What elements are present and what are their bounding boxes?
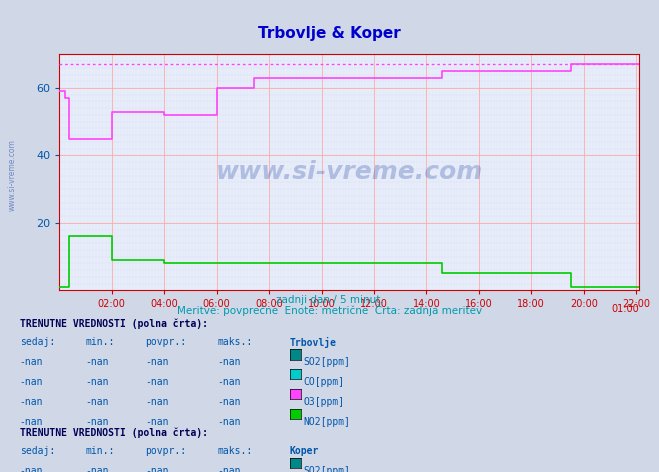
Text: -nan: -nan [20, 377, 43, 387]
Text: -nan: -nan [217, 377, 241, 387]
Text: Meritve: povprečne  Enote: metrične  Črta: zadnja meritev: Meritve: povprečne Enote: metrične Črta:… [177, 304, 482, 316]
Text: povpr.:: povpr.: [145, 337, 186, 347]
Text: -nan: -nan [86, 466, 109, 472]
Text: -nan: -nan [20, 397, 43, 407]
Text: Koper: Koper [290, 446, 320, 456]
Text: sedaj:: sedaj: [20, 446, 55, 456]
Text: O3[ppm]: O3[ppm] [304, 397, 345, 407]
Text: povpr.:: povpr.: [145, 446, 186, 456]
Text: 01:00: 01:00 [612, 304, 639, 314]
Text: -nan: -nan [217, 466, 241, 472]
Text: -nan: -nan [145, 466, 169, 472]
Text: -nan: -nan [20, 466, 43, 472]
Text: -nan: -nan [217, 397, 241, 407]
Text: min.:: min.: [86, 337, 115, 347]
Text: Trbovlje: Trbovlje [290, 337, 337, 348]
Text: -nan: -nan [86, 417, 109, 427]
Text: -nan: -nan [145, 357, 169, 367]
Text: Trbovlje & Koper: Trbovlje & Koper [258, 26, 401, 41]
Text: -nan: -nan [217, 357, 241, 367]
Text: -nan: -nan [86, 397, 109, 407]
Text: maks.:: maks.: [217, 446, 252, 456]
Text: -nan: -nan [145, 377, 169, 387]
Text: min.:: min.: [86, 446, 115, 456]
Text: -nan: -nan [20, 417, 43, 427]
Text: maks.:: maks.: [217, 337, 252, 347]
Text: -nan: -nan [86, 377, 109, 387]
Text: sedaj:: sedaj: [20, 337, 55, 347]
Text: NO2[ppm]: NO2[ppm] [304, 417, 351, 427]
Text: www.si-vreme.com: www.si-vreme.com [215, 160, 483, 184]
Text: -nan: -nan [217, 417, 241, 427]
Text: SO2[ppm]: SO2[ppm] [304, 357, 351, 367]
Text: -nan: -nan [145, 417, 169, 427]
Text: -nan: -nan [145, 397, 169, 407]
Text: SO2[ppm]: SO2[ppm] [304, 466, 351, 472]
Text: TRENUTNE VREDNOSTI (polna črta):: TRENUTNE VREDNOSTI (polna črta): [20, 428, 208, 438]
Text: -nan: -nan [86, 357, 109, 367]
Text: TRENUTNE VREDNOSTI (polna črta):: TRENUTNE VREDNOSTI (polna črta): [20, 319, 208, 329]
Text: -nan: -nan [20, 357, 43, 367]
Text: www.si-vreme.com: www.si-vreme.com [8, 139, 17, 211]
Text: zadnji dan / 5 minut.: zadnji dan / 5 minut. [275, 295, 384, 305]
Text: CO[ppm]: CO[ppm] [304, 377, 345, 387]
